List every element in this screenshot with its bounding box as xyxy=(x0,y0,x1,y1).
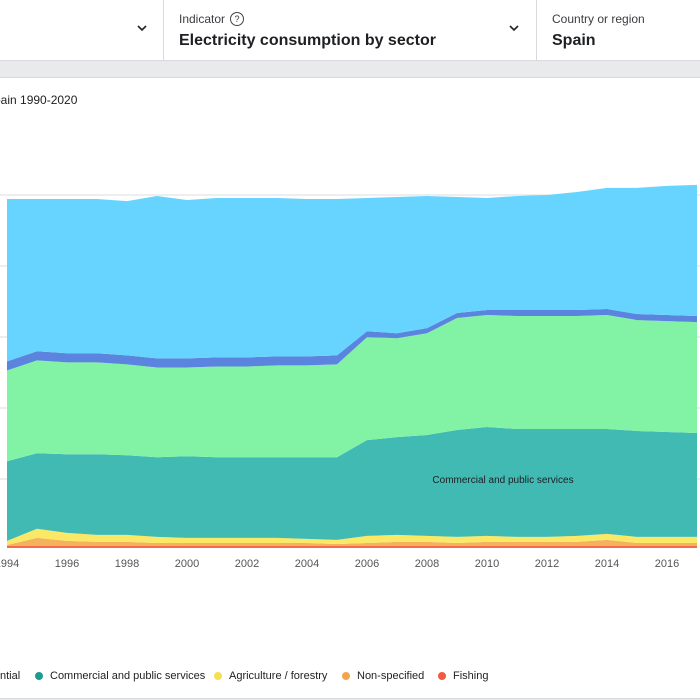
legend-label: Fishing xyxy=(453,670,489,682)
x-tick-label: 1998 xyxy=(115,558,139,570)
area-series-residential[interactable] xyxy=(7,184,697,362)
indicator-selector[interactable]: Indicator ? Electricity consumption by s… xyxy=(164,0,537,60)
series-annotation: Commercial and public services xyxy=(432,475,573,486)
stacked-area-chart: 1994 1996 1998 2000 2002 2004 2006 2008 2010 2012… xyxy=(0,184,700,570)
area-series-industry[interactable] xyxy=(7,315,697,462)
x-tick-label: 2012 xyxy=(535,558,559,570)
legend-label: ntial xyxy=(0,670,21,682)
x-tick-label: 2004 xyxy=(295,558,319,570)
indicator-label-row: Indicator ? xyxy=(179,12,245,26)
legend-label: Commercial and public services xyxy=(50,670,206,682)
country-selector[interactable]: Country or region Spain xyxy=(537,0,700,60)
x-tick-label: 2010 xyxy=(475,558,499,570)
legend-item[interactable]: Commercial and public services xyxy=(35,670,205,682)
x-tick-label: 2002 xyxy=(235,558,259,570)
legend-color-dot xyxy=(214,672,222,680)
chart-card: pain 1990-2020 1994 1996 1998 2000 2002 2004 2… xyxy=(0,77,700,659)
chevron-down-icon xyxy=(137,25,147,32)
first-selector[interactable] xyxy=(0,0,164,60)
x-tick-label: 2016 xyxy=(655,558,679,570)
indicator-value: Electricity consumption by sector xyxy=(179,32,436,49)
chevron-down-icon xyxy=(509,25,519,32)
area-series-non-specified[interactable] xyxy=(7,537,697,546)
legend-color-dot xyxy=(35,672,43,680)
x-tick-label: 1994 xyxy=(0,558,19,570)
legend-item[interactable]: Fishing xyxy=(438,670,488,682)
legend-item[interactable]: Agriculture / forestry xyxy=(214,670,327,682)
chart-title: pain 1990-2020 xyxy=(0,93,78,107)
legend-color-dot xyxy=(342,672,350,680)
legend-item[interactable]: ntial xyxy=(0,670,20,682)
legend-color-dot xyxy=(438,672,446,680)
area-series-commercial-and-public-services[interactable] xyxy=(7,427,697,541)
area-series-fishing[interactable] xyxy=(7,546,697,548)
x-tick-label: 2014 xyxy=(595,558,619,570)
x-tick-label: 2008 xyxy=(415,558,439,570)
area-series-dark_band[interactable] xyxy=(7,309,697,371)
x-tick-label: 2006 xyxy=(355,558,379,570)
indicator-label: Indicator xyxy=(179,12,226,26)
indicator-toolbar: Indicator ? Electricity consumption by s… xyxy=(0,0,700,61)
x-tick-label: 1996 xyxy=(55,558,79,570)
help-icon[interactable]: ? xyxy=(230,12,245,26)
legend-label: Agriculture / forestry xyxy=(229,670,328,682)
chart-legend: ntial Commercial and public services Agric… xyxy=(0,658,700,699)
x-tick-label: 2000 xyxy=(175,558,199,570)
country-value: Spain xyxy=(552,32,596,49)
country-label: Country or region xyxy=(552,12,645,26)
legend-item[interactable]: Non-specified xyxy=(342,670,424,682)
area-series-agriculture-forestry[interactable] xyxy=(7,528,697,545)
legend-label: Non-specified xyxy=(357,670,425,682)
